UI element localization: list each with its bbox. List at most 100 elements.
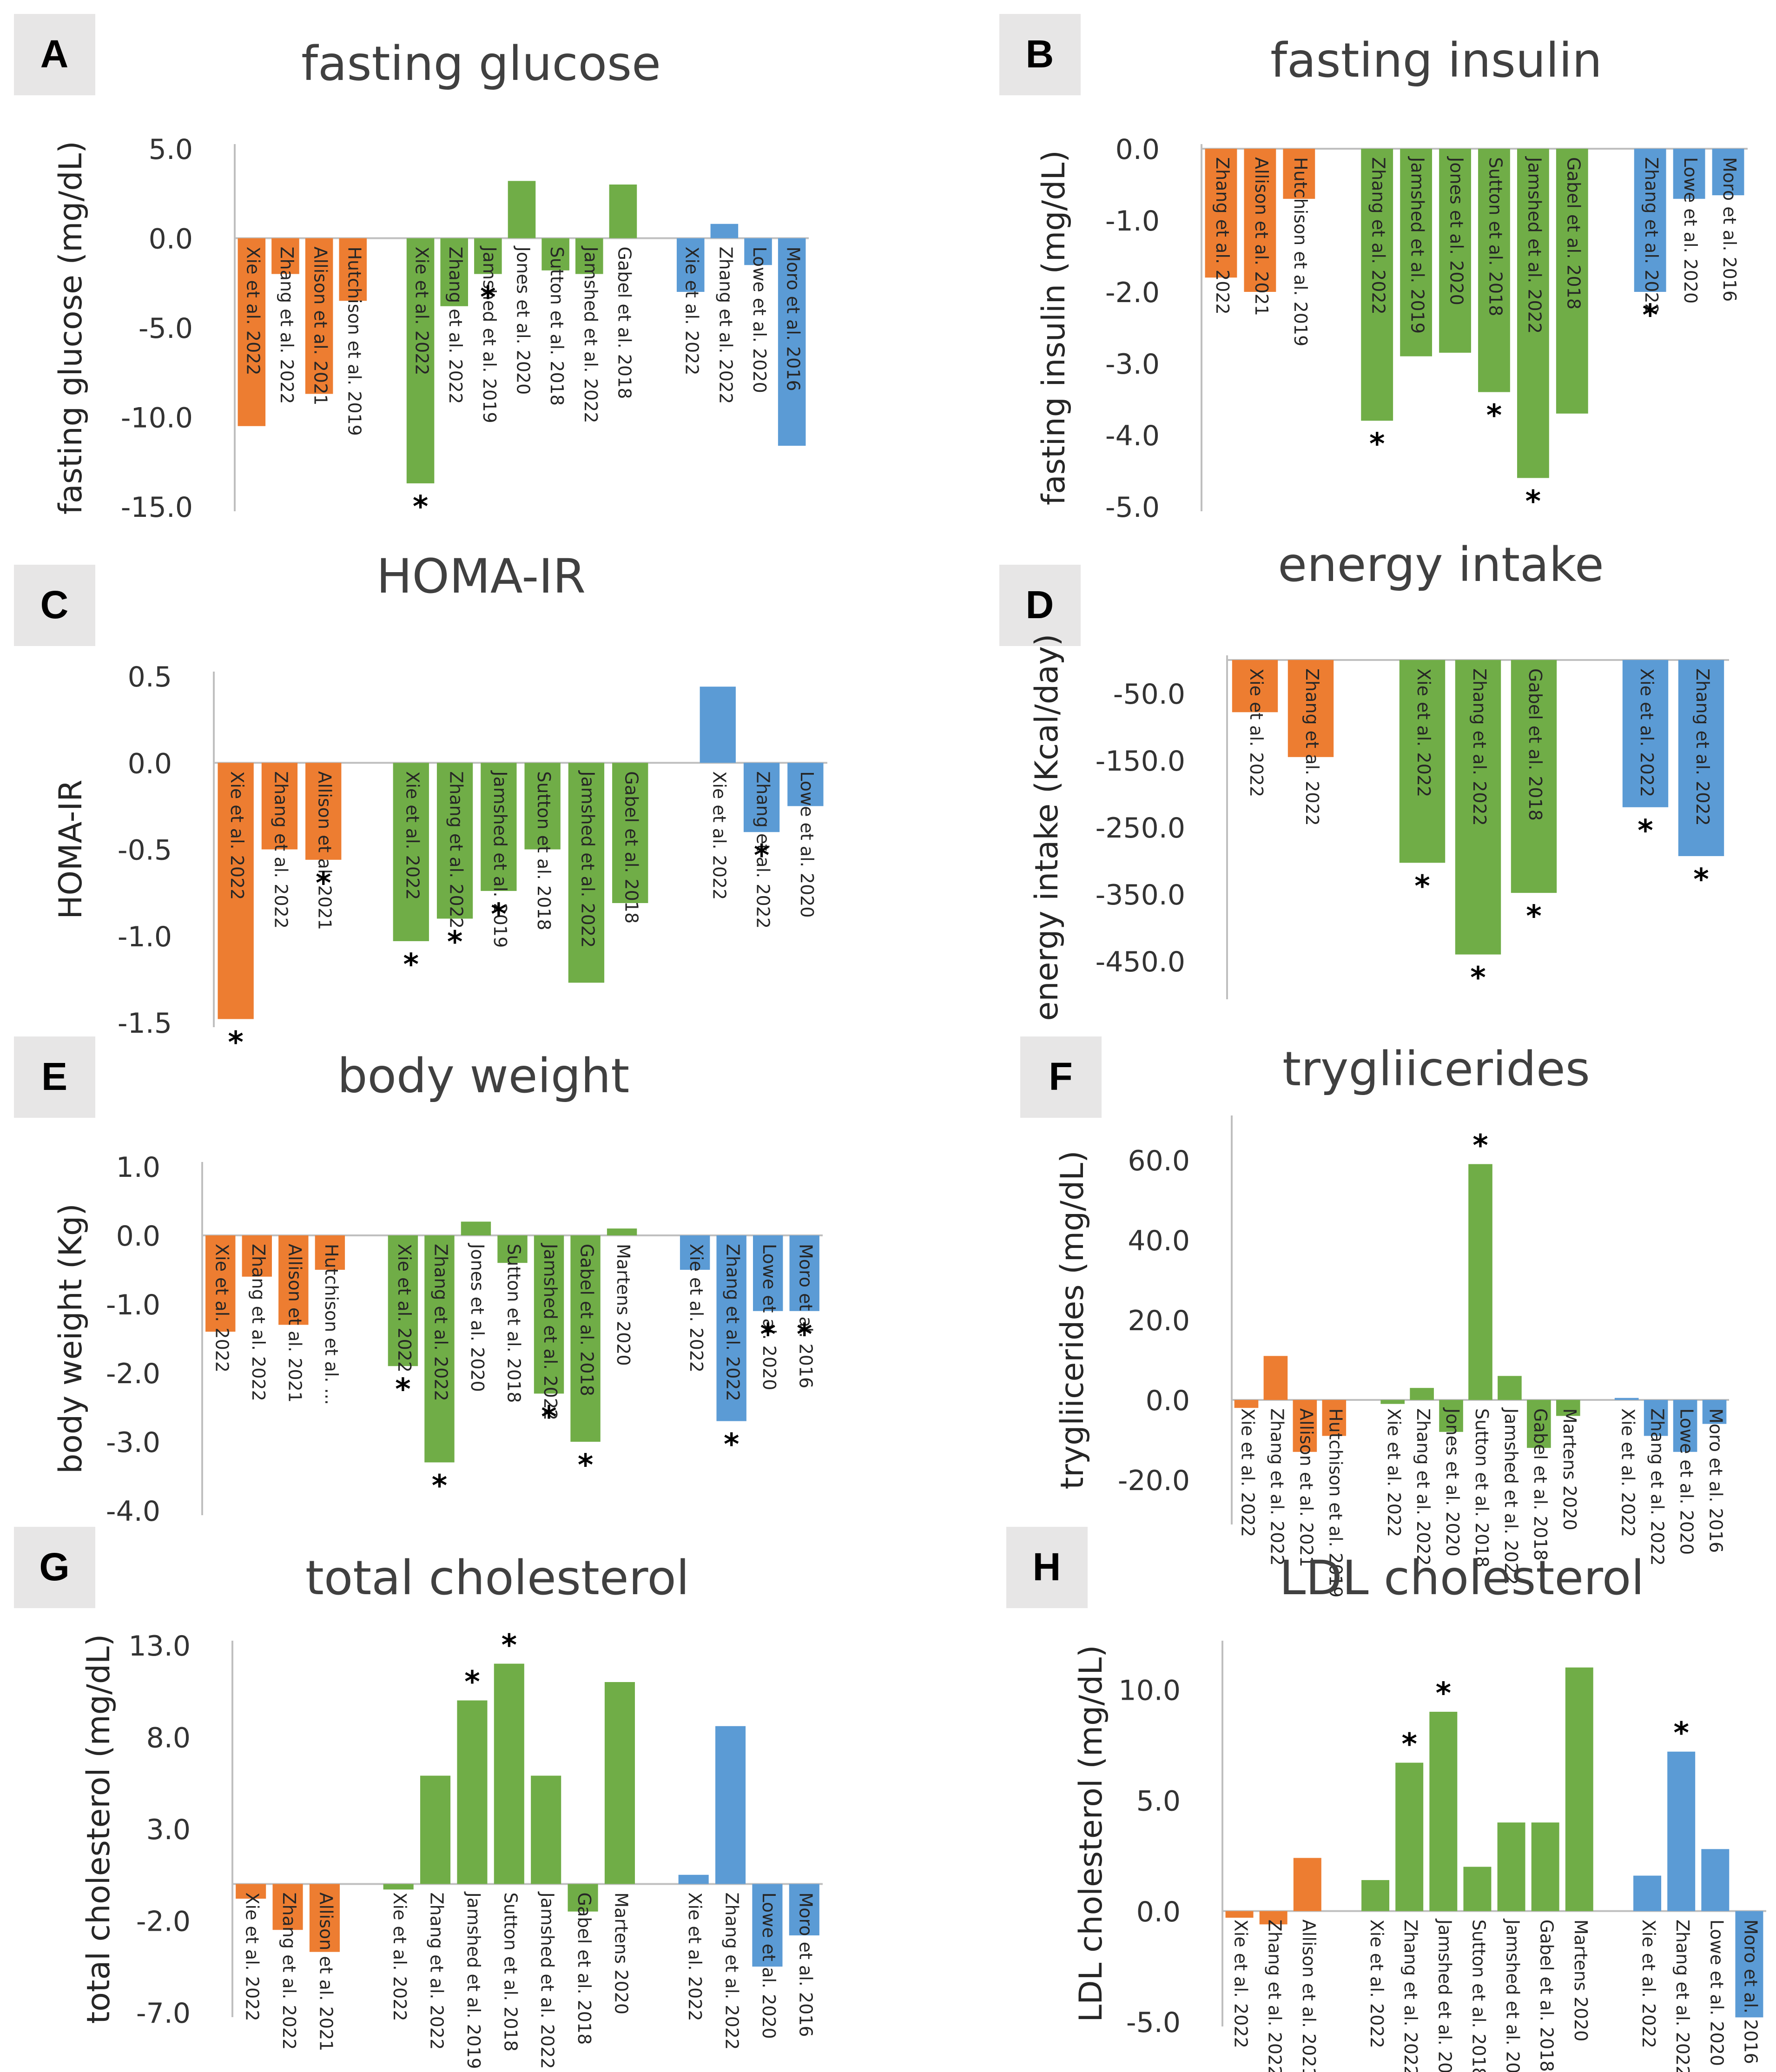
- bar: [205, 1235, 236, 1332]
- bar: [1498, 1376, 1522, 1400]
- category-label: Xie et al. 2022: [686, 1244, 706, 1373]
- category-label: Lowe et al. 2020: [759, 1893, 779, 2039]
- bar: [568, 763, 605, 983]
- significance-star: *: [403, 948, 419, 982]
- y-tick-label: -250.0: [1096, 812, 1185, 845]
- bar: [497, 1235, 528, 1263]
- category-label: Lowe et al. 2020: [1706, 1920, 1727, 2066]
- category-label: Lowe et al. 2020: [749, 247, 770, 393]
- y-tick-label: 0.0: [128, 747, 172, 780]
- chart-title: body weight: [337, 1049, 630, 1104]
- panel-h: H LDL cholesterol LDL cholesterol (mg/dL) 1…: [1006, 1527, 1766, 2072]
- bar: [1497, 1822, 1525, 1911]
- category-label: Xie et al. 2022: [1618, 1408, 1638, 1537]
- y-tick-label: -5.0: [139, 312, 193, 345]
- category-label: Sutton et al. 2018: [534, 771, 554, 930]
- bar: [508, 181, 536, 238]
- category-label: Allison et al. 2021: [310, 247, 331, 406]
- bar: [753, 1235, 783, 1311]
- bar: [278, 1235, 309, 1325]
- significance-star: *: [502, 1629, 517, 1663]
- significance-star: *: [1525, 484, 1541, 519]
- bar: [1293, 1858, 1321, 1911]
- category-label: Xie et al. 2022: [242, 1893, 263, 2021]
- bar: [716, 1235, 746, 1421]
- bar: [676, 238, 705, 292]
- y-axis-label: fasting glucose (mg/dL): [53, 141, 89, 515]
- bar: [789, 1884, 819, 1936]
- category-label: Xie et al. 2022: [1246, 668, 1267, 797]
- category-label: Jamshed et al. 2022: [537, 1892, 558, 2069]
- bar: [272, 1884, 303, 1930]
- bar: [752, 1884, 783, 1967]
- y-tick-label: 5.0: [149, 133, 193, 166]
- bar: [436, 763, 473, 919]
- bar: [1287, 660, 1334, 757]
- bar: [1667, 1751, 1696, 1911]
- category-label: Xie et al. 2022: [394, 1244, 415, 1373]
- panel-letter-box: [999, 14, 1081, 95]
- category-label: Zhang et al. 2022: [1400, 1920, 1421, 2072]
- category-label: Lowe et al. 2020: [797, 771, 817, 917]
- significance-star: *: [316, 866, 331, 901]
- bar: [609, 185, 637, 238]
- category-label: Zhang et al. 2022: [271, 771, 291, 929]
- category-label: Xie et al. 2022: [402, 771, 423, 900]
- bar: [1644, 1400, 1668, 1436]
- bar: [1439, 149, 1471, 353]
- y-tick-label: -150.0: [1096, 745, 1185, 778]
- bar: [406, 238, 435, 483]
- bar: [261, 763, 298, 850]
- category-label: Sutton et al. 2018: [500, 1893, 521, 2052]
- y-tick-label: -5.0: [1105, 491, 1160, 524]
- bar: [1531, 1822, 1559, 1911]
- panel-letter-box: [999, 565, 1081, 646]
- y-axis-label: energy intake (Kcal/day): [1029, 634, 1065, 1021]
- category-label: Xie et al. 2022: [709, 771, 729, 900]
- panel-letter: B: [1026, 32, 1054, 76]
- category-label: Zhang et al. 2022: [430, 1244, 451, 1401]
- y-tick-label: -1.0: [118, 921, 172, 953]
- panel-letter: E: [41, 1055, 67, 1098]
- category-label: Zhang et al. 2022: [1212, 157, 1233, 315]
- category-label: Jamshed et al. 2022: [1501, 1407, 1521, 1585]
- bar: [607, 1228, 637, 1235]
- significance-star: *: [491, 897, 506, 932]
- y-tick-label: -10.0: [121, 402, 193, 435]
- significance-star: *: [760, 1318, 775, 1352]
- bar: [1399, 660, 1446, 863]
- panel-letter: D: [1026, 583, 1054, 627]
- category-label: Allison et al. 2021: [284, 1244, 305, 1403]
- y-tick-label: -1.0: [106, 1289, 160, 1321]
- chart-title: total cholesterol: [305, 1551, 689, 1606]
- bar: [1463, 1867, 1492, 1911]
- panel-letter: H: [1033, 1545, 1061, 1589]
- category-label: Xie et al. 2022: [390, 1893, 410, 2021]
- bar: [1614, 1398, 1639, 1400]
- category-label: Moro et al. 2016: [795, 1893, 816, 2037]
- y-tick-label: 0.0: [116, 1220, 160, 1253]
- significance-star: *: [1637, 814, 1653, 848]
- significance-star: *: [1642, 298, 1657, 333]
- bar: [1622, 660, 1669, 807]
- category-label: Xie et al. 2022: [1384, 1408, 1404, 1537]
- category-label: Gabel et al. 2018: [1537, 1920, 1557, 2072]
- category-label: Jamshed et al. 2022: [1503, 1919, 1523, 2072]
- bar: [1517, 149, 1549, 478]
- category-label: Martens 2020: [1559, 1408, 1580, 1531]
- bar: [1556, 149, 1588, 414]
- significance-star: *: [1401, 1728, 1417, 1762]
- category-label: Zhang et al. 2022: [1672, 1920, 1693, 2072]
- bar: [612, 763, 648, 903]
- category-label: Xie et al. 2022: [1638, 1920, 1659, 2048]
- bar: [1205, 149, 1237, 278]
- bar: [457, 1700, 488, 1884]
- bar: [1429, 1711, 1458, 1911]
- bar: [339, 238, 367, 301]
- significance-star: *: [578, 1448, 593, 1483]
- y-axis-label: fasting insulin (mg/dL): [1036, 150, 1072, 505]
